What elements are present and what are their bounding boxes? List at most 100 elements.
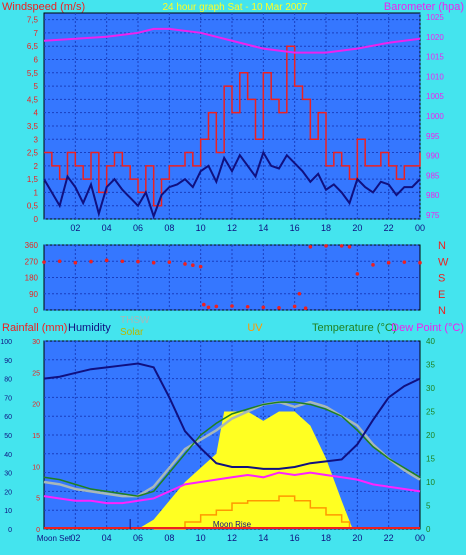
- climate-x-tick-label: 16: [290, 533, 300, 543]
- wind-x-tick-label: 10: [196, 223, 206, 233]
- temperature-y-tick-label: 40: [426, 337, 435, 346]
- barometer-y-tick-label: 1005: [426, 92, 444, 101]
- rain-y-tick-label: 0: [36, 527, 40, 534]
- direction-y-tick-label: 180: [25, 274, 39, 283]
- barometer-y-tick-label: 975: [426, 211, 440, 220]
- climate-x-tick-label: 02: [70, 533, 80, 543]
- direction-point: [324, 244, 328, 248]
- wind-plot-area: [43, 12, 421, 220]
- humidity-series: [43, 362, 421, 470]
- barometer-y-tick-label: 980: [426, 191, 440, 200]
- wind-x-tick-label: 20: [352, 223, 362, 233]
- wind-x-tick-label: 08: [164, 223, 174, 233]
- uv-axis-label: UV: [247, 322, 263, 334]
- compass-label-e: E: [438, 289, 445, 301]
- direction-y-tick-label: 0: [34, 306, 39, 315]
- wind-y-tick-label: 7: [34, 29, 39, 38]
- wind-y-tick-label: 5: [34, 82, 39, 91]
- direction-point: [136, 259, 140, 264]
- humidity-y-tick-label: 50: [4, 433, 12, 440]
- humidity-y-tick-label: 60: [4, 414, 12, 421]
- climate-x-tick-label: 18: [321, 533, 331, 543]
- direction-y-tick-label: 270: [25, 257, 39, 266]
- direction-point: [57, 259, 62, 264]
- direction-point: [167, 260, 172, 264]
- rain-y-tick-label: 5: [36, 496, 40, 503]
- wind-y-tick-label: 4: [34, 109, 39, 118]
- direction-point: [292, 304, 297, 309]
- climate-x-tick-label: 20: [352, 533, 362, 543]
- wind-y-tick-label: 2: [34, 162, 39, 171]
- barometer-y-tick-label: 1020: [426, 33, 444, 42]
- barometer-axis-label: Barometer (hpa): [384, 1, 464, 13]
- wind-x-tick-label: 12: [227, 223, 237, 233]
- barometer-y-tick-label: 1010: [426, 72, 444, 81]
- compass-label-n: N: [438, 240, 446, 252]
- barometer-y-tick-label: 1025: [426, 13, 444, 22]
- thsw-series: [43, 400, 421, 498]
- temperature-y-tick-label: 10: [426, 478, 435, 487]
- humidity-y-tick-label: 70: [4, 395, 12, 402]
- compass-label-s: S: [438, 273, 445, 285]
- wind-x-tick-label: 16: [290, 223, 300, 233]
- direction-point: [214, 304, 219, 309]
- chart-title: 24 hour graph Sat - 10 Mar 2007: [162, 2, 308, 13]
- wind-y-tick-label: 7,5: [27, 16, 39, 25]
- uv-series: [153, 495, 351, 530]
- direction-point: [339, 244, 344, 248]
- temperature-y-tick-label: 30: [426, 384, 435, 393]
- direction-point: [230, 304, 234, 308]
- direction-point: [418, 260, 422, 265]
- direction-point: [151, 260, 156, 265]
- direction-point: [198, 264, 203, 269]
- humidity-y-tick-label: 40: [4, 452, 12, 459]
- rain-y-tick-label: 20: [32, 402, 40, 409]
- direction-point: [347, 245, 352, 249]
- wind-x-tick-label: 14: [258, 223, 268, 233]
- compass-label-w: W: [438, 256, 449, 268]
- rainfall-axis-label: Rainfall (mm): [2, 322, 67, 334]
- wind-gust-series: [44, 45, 421, 207]
- climate-x-tick-label: 22: [384, 533, 394, 543]
- direction-point: [42, 260, 46, 264]
- wind-y-tick-label: 3,5: [27, 122, 39, 131]
- dew-point-axis-label: Dew Point (°C): [391, 322, 464, 334]
- direction-point: [206, 305, 211, 310]
- barometer-y-tick-label: 995: [426, 132, 440, 141]
- direction-point: [297, 291, 302, 296]
- wind-y-tick-label: 1: [34, 188, 39, 197]
- temperature-y-tick-label: 15: [426, 455, 435, 464]
- moon-rise-label: Moon Rise: [213, 520, 252, 529]
- direction-point: [303, 306, 308, 310]
- wind-average-series: [43, 150, 421, 220]
- barometer-y-tick-label: 985: [426, 171, 440, 180]
- dew-point-series: [43, 471, 421, 505]
- climate-x-tick-label: 04: [102, 533, 112, 543]
- direction-point: [104, 258, 109, 263]
- temperature-y-tick-label: 25: [426, 408, 435, 417]
- temperature-y-tick-label: 35: [426, 361, 435, 370]
- humidity-y-tick-label: 0: [8, 527, 12, 534]
- temperature-series: [43, 401, 421, 497]
- wind-y-tick-label: 6,5: [27, 42, 39, 51]
- climate-x-tick-label: 14: [258, 533, 268, 543]
- wind-x-tick-label: 02: [70, 223, 80, 233]
- direction-point: [261, 305, 266, 310]
- direction-point: [245, 304, 250, 309]
- compass-label-n: N: [438, 305, 446, 317]
- direction-point: [191, 263, 195, 268]
- wind-y-tick-label: 0,5: [27, 202, 39, 211]
- temperature-y-tick-label: 0: [426, 525, 431, 534]
- direction-y-tick-label: 360: [25, 241, 39, 250]
- wind-y-tick-label: 5,5: [27, 69, 39, 78]
- direction-point: [277, 306, 281, 310]
- rain-y-tick-label: 30: [32, 339, 40, 346]
- rain-y-tick-label: 15: [32, 433, 40, 440]
- direction-y-tick-label: 90: [29, 290, 38, 299]
- windspeed-axis-label: Windspeed (m/s): [2, 1, 85, 13]
- wind-x-tick-label: 00: [415, 223, 425, 233]
- humidity-y-tick-label: 80: [4, 377, 12, 384]
- climate-x-tick-label: 00: [415, 533, 425, 543]
- wind-x-tick-label: 06: [133, 223, 143, 233]
